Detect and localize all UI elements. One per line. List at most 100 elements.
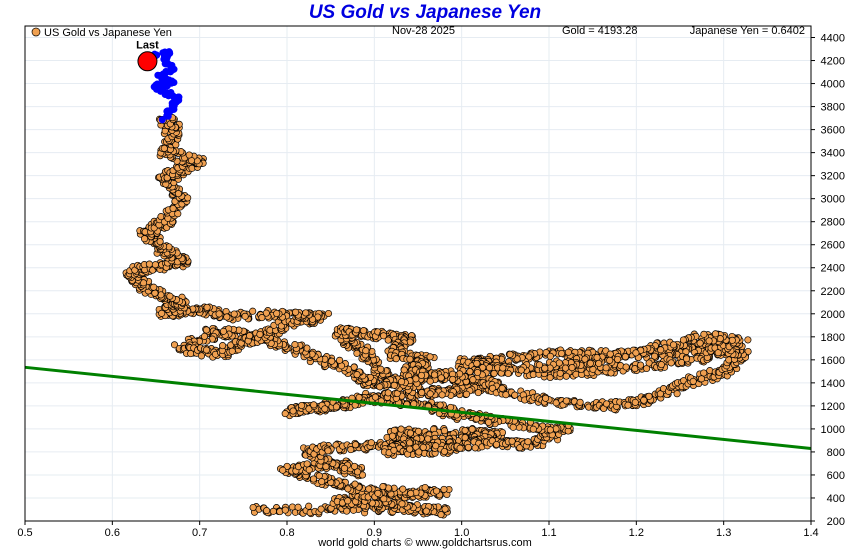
y-tick-label: 1400 [821,378,845,390]
data-point [418,389,426,397]
y-tick-label: 400 [827,493,845,505]
data-point [399,485,407,493]
data-point [374,489,382,497]
data-point [384,389,392,397]
y-tick-label: 3800 [821,102,845,114]
data-point [215,310,223,318]
data-point [324,309,333,318]
data-point [517,366,525,374]
y-tick-label: 1600 [821,355,845,367]
data-point [157,213,165,221]
data-point [392,355,400,363]
recent-point [159,49,167,57]
data-point [406,338,414,346]
data-point [461,434,469,442]
data-point [352,326,361,334]
data-point [473,415,481,423]
data-point [230,310,238,318]
data-point [468,425,476,433]
data-point [228,347,236,355]
data-point [568,364,576,372]
data-point [728,336,736,344]
data-point [397,425,405,433]
data-point [464,443,472,451]
data-point [490,369,498,378]
data-point [473,368,482,377]
data-point [390,426,398,434]
data-point [406,445,414,453]
data-point [360,327,368,335]
y-tick-label: 1800 [821,332,845,344]
data-point [351,441,360,449]
data-point [305,466,313,474]
data-point [657,361,665,369]
data-point [145,260,153,268]
y-tick-label: 600 [827,470,845,482]
data-point [440,485,448,493]
data-point [419,443,427,451]
data-point [150,283,158,291]
data-point [542,394,550,402]
data-point [606,350,614,358]
data-point [696,339,704,347]
y-tick-label: 3600 [821,125,845,137]
data-point [315,472,323,480]
data-point [219,342,227,350]
data-point [344,485,352,493]
y-tick-label: 200 [827,516,845,528]
data-point [269,507,277,515]
data-point [432,487,441,495]
data-point [705,337,713,345]
data-point [546,426,554,434]
data-point [430,371,439,379]
data-points [122,114,752,519]
date-readout: Nov-28 2025 [392,25,455,37]
data-point [412,375,420,383]
data-point [438,391,446,399]
y-tick-label: 2600 [821,240,845,252]
data-point [535,361,543,369]
data-point [398,500,406,508]
data-point [174,190,182,198]
data-point [485,364,494,372]
data-point [602,364,610,372]
data-point [552,425,560,433]
data-point [581,355,589,363]
y-tick-label: 2200 [821,286,845,298]
data-point [469,376,477,384]
data-point [415,448,423,456]
data-point [700,330,708,338]
data-point [353,349,361,357]
data-point [711,330,720,338]
data-point [424,435,432,443]
data-point [441,505,449,513]
data-point [511,391,519,399]
data-point [223,313,231,321]
data-point [344,497,352,505]
data-point [310,401,318,409]
data-point [305,502,313,510]
data-point [637,361,645,369]
data-point [492,440,501,449]
data-point [151,261,159,269]
data-point [241,312,249,320]
data-point [440,447,448,456]
gold-readout: Gold = 4193.28 [562,25,638,37]
data-point [184,194,192,202]
y-tick-label: 3000 [821,194,845,206]
data-point [422,507,430,515]
data-point [614,355,622,363]
data-point [432,442,440,450]
data-point [499,364,507,372]
data-point [679,336,687,344]
chart-title: US Gold vs Japanese Yen [308,2,542,23]
data-point [466,368,474,376]
data-point [302,309,310,317]
data-point [436,401,444,409]
data-point [744,336,752,344]
data-point [281,410,289,418]
data-point [398,378,406,386]
data-point [309,475,318,483]
data-point [365,485,373,493]
data-point [322,463,330,471]
